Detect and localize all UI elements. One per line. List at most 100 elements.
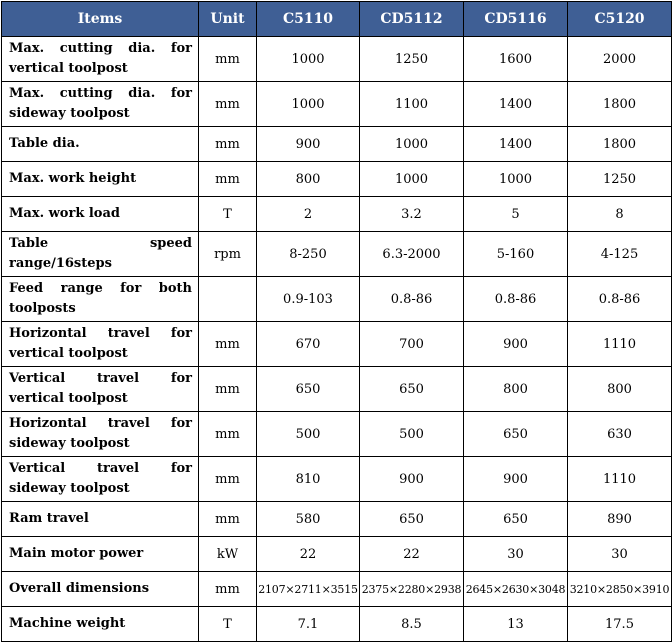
cell-c5110: 800 — [256, 161, 360, 197]
row-label: Main motor power — [1, 536, 199, 572]
table-row: Max. work height mm 800 1000 1000 1250 — [1, 161, 672, 197]
table-row: Horizontal travel for sideway toolpost m… — [1, 411, 672, 457]
cell-cd5116: 800 — [463, 366, 568, 412]
cell-cd5112: 500 — [359, 411, 464, 457]
row-unit: T — [198, 606, 257, 642]
cell-c5120: 630 — [567, 411, 672, 457]
cell-cd5112: 6.3-2000 — [359, 231, 464, 277]
cell-cd5116: 2645×2630×3048 — [463, 571, 568, 607]
cell-cd5116: 650 — [463, 501, 568, 537]
cell-c5120: 4-125 — [567, 231, 672, 277]
cell-cd5112: 650 — [359, 366, 464, 412]
header-unit: Unit — [198, 1, 257, 37]
cell-c5110: 900 — [256, 126, 360, 162]
cell-c5110: 1000 — [256, 81, 360, 127]
header-c5120: C5120 — [567, 1, 672, 37]
cell-cd5112: 1000 — [359, 161, 464, 197]
row-unit: mm — [198, 456, 257, 502]
cell-cd5112: 3.2 — [359, 196, 464, 232]
header-cd5116: CD5116 — [463, 1, 568, 37]
row-label: Max. cutting dia. for vertical toolpost — [1, 36, 199, 82]
table-row: Overall dimensions mm 2107×2711×3515 237… — [1, 571, 672, 607]
row-label: Machine weight — [1, 606, 199, 642]
cell-cd5112: 22 — [359, 536, 464, 572]
cell-cd5112: 900 — [359, 456, 464, 502]
row-unit: kW — [198, 536, 257, 572]
cell-c5110: 810 — [256, 456, 360, 502]
row-label: Max. cutting dia. for sideway toolpost — [1, 81, 199, 127]
row-unit: mm — [198, 81, 257, 127]
table-row: Table dia. mm 900 1000 1400 1800 — [1, 126, 672, 162]
row-label: Max. work height — [1, 161, 199, 197]
cell-c5120: 2000 — [567, 36, 672, 82]
row-label: Vertical travel for vertical toolpost — [1, 366, 199, 412]
table-row: Vertical travel for vertical toolpost mm… — [1, 366, 672, 412]
cell-cd5116: 900 — [463, 321, 568, 367]
header-row: Items Unit C5110 CD5112 CD5116 C5120 — [1, 1, 672, 37]
table-row: Ram travel mm 580 650 650 890 — [1, 501, 672, 537]
row-label: Horizontal travel for vertical toolpost — [1, 321, 199, 367]
table-row: Max. cutting dia. for sideway toolpost m… — [1, 81, 672, 127]
row-unit: mm — [198, 571, 257, 607]
row-unit: mm — [198, 501, 257, 537]
row-unit: mm — [198, 366, 257, 412]
cell-c5110: 7.1 — [256, 606, 360, 642]
row-label: Horizontal travel for sideway toolpost — [1, 411, 199, 457]
row-unit: mm — [198, 321, 257, 367]
row-label: Max. work load — [1, 196, 199, 232]
row-label: Overall dimensions — [1, 571, 199, 607]
row-label: Table dia. — [1, 126, 199, 162]
table-row: Horizontal travel for vertical toolpost … — [1, 321, 672, 367]
table-row: Machine weight T 7.1 8.5 13 17.5 — [1, 606, 672, 642]
row-unit: T — [198, 196, 257, 232]
cell-c5110: 580 — [256, 501, 360, 537]
cell-cd5116: 5 — [463, 196, 568, 232]
header-items: Items — [1, 1, 199, 37]
cell-cd5112: 1100 — [359, 81, 464, 127]
cell-c5120: 1110 — [567, 321, 672, 367]
cell-c5120: 800 — [567, 366, 672, 412]
cell-c5110: 0.9-103 — [256, 276, 360, 322]
cell-c5110: 2 — [256, 196, 360, 232]
table-row: Table speed range/16steps rpm 8-250 6.3-… — [1, 231, 672, 277]
cell-c5120: 890 — [567, 501, 672, 537]
cell-c5110: 8-250 — [256, 231, 360, 277]
cell-cd5116: 900 — [463, 456, 568, 502]
header-cd5112: CD5112 — [359, 1, 464, 37]
row-label: Table speed range/16steps — [1, 231, 199, 277]
row-unit: mm — [198, 161, 257, 197]
table-row: Feed range for both toolposts 0.9-103 0.… — [1, 276, 672, 322]
cell-c5110: 670 — [256, 321, 360, 367]
cell-cd5116: 0.8-86 — [463, 276, 568, 322]
row-label: Vertical travel for sideway toolpost — [1, 456, 199, 502]
cell-cd5112: 8.5 — [359, 606, 464, 642]
cell-c5120: 17.5 — [567, 606, 672, 642]
row-unit: rpm — [198, 231, 257, 277]
cell-c5110: 500 — [256, 411, 360, 457]
cell-c5110: 650 — [256, 366, 360, 412]
cell-c5120: 1800 — [567, 81, 672, 127]
cell-c5120: 1800 — [567, 126, 672, 162]
cell-cd5116: 1400 — [463, 81, 568, 127]
table-row: Main motor power kW 22 22 30 30 — [1, 536, 672, 572]
cell-cd5116: 650 — [463, 411, 568, 457]
cell-c5110: 22 — [256, 536, 360, 572]
cell-c5120: 3210×2850×3910 — [567, 571, 672, 607]
cell-cd5116: 13 — [463, 606, 568, 642]
header-c5110: C5110 — [256, 1, 360, 37]
cell-c5120: 1250 — [567, 161, 672, 197]
cell-cd5112: 1250 — [359, 36, 464, 82]
cell-c5110: 1000 — [256, 36, 360, 82]
row-unit — [198, 276, 257, 322]
cell-cd5116: 1000 — [463, 161, 568, 197]
cell-cd5112: 0.8-86 — [359, 276, 464, 322]
cell-c5120: 30 — [567, 536, 672, 572]
cell-cd5112: 700 — [359, 321, 464, 367]
cell-cd5116: 5-160 — [463, 231, 568, 277]
table-row: Max. cutting dia. for vertical toolpost … — [1, 36, 672, 82]
cell-c5120: 8 — [567, 196, 672, 232]
table-row: Max. work load T 2 3.2 5 8 — [1, 196, 672, 232]
row-unit: mm — [198, 126, 257, 162]
row-label: Feed range for both toolposts — [1, 276, 199, 322]
